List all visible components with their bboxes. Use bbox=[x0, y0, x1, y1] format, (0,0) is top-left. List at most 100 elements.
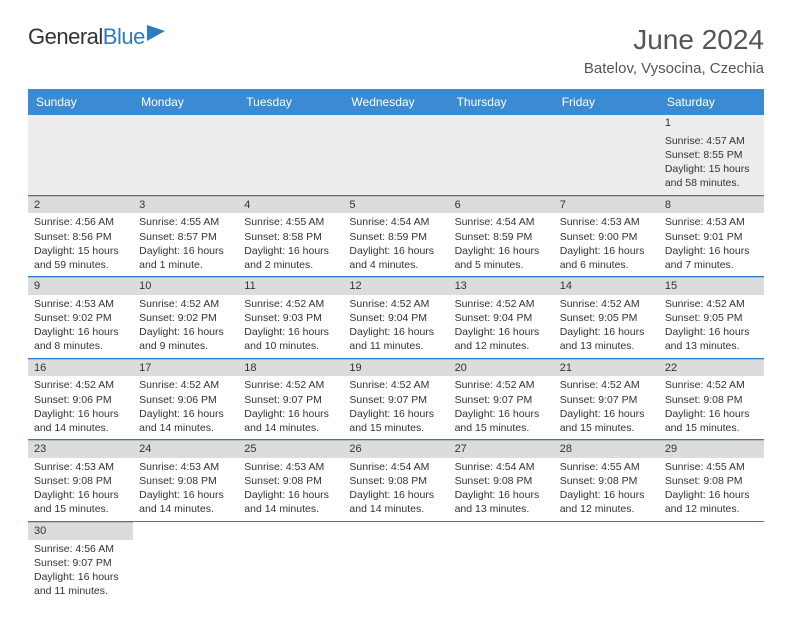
daylight-line: Daylight: 16 hours and 15 minutes. bbox=[665, 407, 758, 435]
calendar-cell bbox=[554, 521, 659, 602]
sunset-line: Sunset: 8:56 PM bbox=[34, 230, 127, 244]
sunset-line: Sunset: 9:08 PM bbox=[455, 474, 548, 488]
calendar-cell: 23Sunrise: 4:53 AMSunset: 9:08 PMDayligh… bbox=[28, 440, 133, 522]
calendar-cell bbox=[554, 115, 659, 195]
day-number: 13 bbox=[449, 277, 554, 295]
sunset-line: Sunset: 9:08 PM bbox=[139, 474, 232, 488]
sunset-line: Sunset: 9:08 PM bbox=[665, 393, 758, 407]
calendar-body: 1 Sunrise: 4:57 AMSunset: 8:55 PM Daylight… bbox=[28, 115, 764, 602]
location: Batelov, Vysocina, Czechia bbox=[584, 60, 764, 77]
sunrise-line: Sunrise: 4:55 AM bbox=[244, 215, 337, 229]
day-content: Sunrise: 4:52 AMSunset: 9:07 PMDaylight:… bbox=[554, 376, 659, 439]
calendar-row: 30Sunrise: 4:56 AMSunset: 9:07 PMDayligh… bbox=[28, 521, 764, 602]
day-content: Sunrise: 4:54 AMSunset: 9:08 PMDaylight:… bbox=[343, 458, 448, 521]
day-content: Sunrise: 4:55 AMSunset: 8:57 PMDaylight:… bbox=[133, 213, 238, 276]
calendar-cell: 1Sunrise: 4:57 AMSunset: 8:55 PMDaylight… bbox=[659, 115, 764, 195]
day-content: Sunrise: 4:52 AMSunset: 9:05 PMDaylight:… bbox=[659, 295, 764, 358]
sunrise-line: Sunrise: 4:54 AM bbox=[455, 215, 548, 229]
sunset-line: Sunset: 9:08 PM bbox=[665, 474, 758, 488]
col-saturday: Saturday bbox=[659, 89, 764, 115]
day-number: 18 bbox=[238, 359, 343, 377]
calendar-cell: 10Sunrise: 4:52 AMSunset: 9:02 PMDayligh… bbox=[133, 277, 238, 359]
day-number: 26 bbox=[343, 440, 448, 458]
title-block: June 2024 Batelov, Vysocina, Czechia bbox=[584, 24, 764, 77]
day-content: Sunrise: 4:52 AMSunset: 9:06 PMDaylight:… bbox=[28, 376, 133, 439]
sunset-line: Sunset: 9:07 PM bbox=[244, 393, 337, 407]
daylight-line: Daylight: 16 hours and 2 minutes. bbox=[244, 244, 337, 272]
calendar-page: GeneralBlue June 2024 Batelov, Vysocina,… bbox=[0, 0, 792, 626]
daylight-line: Daylight: 16 hours and 7 minutes. bbox=[665, 244, 758, 272]
header-row: Sunday Monday Tuesday Wednesday Thursday… bbox=[28, 89, 764, 115]
day-number: 10 bbox=[133, 277, 238, 295]
sunrise-line: Sunrise: 4:54 AM bbox=[455, 460, 548, 474]
col-thursday: Thursday bbox=[449, 89, 554, 115]
day-content: Sunrise: 4:54 AMSunset: 8:59 PMDaylight:… bbox=[449, 213, 554, 276]
sunset-line: Sunset: 9:07 PM bbox=[560, 393, 653, 407]
sunset-line: Sunset: 8:55 PM bbox=[665, 148, 758, 162]
day-number: 14 bbox=[554, 277, 659, 295]
daylight-line: Daylight: 16 hours and 15 minutes. bbox=[560, 407, 653, 435]
col-tuesday: Tuesday bbox=[238, 89, 343, 115]
day-number: 4 bbox=[238, 196, 343, 214]
calendar-cell: 30Sunrise: 4:56 AMSunset: 9:07 PMDayligh… bbox=[28, 521, 133, 602]
daylight-line: Daylight: 16 hours and 12 minutes. bbox=[560, 488, 653, 516]
col-wednesday: Wednesday bbox=[343, 89, 448, 115]
sunrise-line: Sunrise: 4:56 AM bbox=[34, 215, 127, 229]
calendar-cell: 22Sunrise: 4:52 AMSunset: 9:08 PMDayligh… bbox=[659, 358, 764, 440]
day-content: Sunrise: 4:54 AMSunset: 8:59 PMDaylight:… bbox=[343, 213, 448, 276]
calendar-cell: 9Sunrise: 4:53 AMSunset: 9:02 PMDaylight… bbox=[28, 277, 133, 359]
calendar-cell: 21Sunrise: 4:52 AMSunset: 9:07 PMDayligh… bbox=[554, 358, 659, 440]
calendar-cell bbox=[238, 521, 343, 602]
day-content: Sunrise: 4:52 AMSunset: 9:04 PMDaylight:… bbox=[343, 295, 448, 358]
calendar-cell: 15Sunrise: 4:52 AMSunset: 9:05 PMDayligh… bbox=[659, 277, 764, 359]
calendar-cell: 11Sunrise: 4:52 AMSunset: 9:03 PMDayligh… bbox=[238, 277, 343, 359]
day-number: 19 bbox=[343, 359, 448, 377]
sunset-line: Sunset: 9:07 PM bbox=[455, 393, 548, 407]
daylight-line: Daylight: 16 hours and 10 minutes. bbox=[244, 325, 337, 353]
sunset-line: Sunset: 8:57 PM bbox=[139, 230, 232, 244]
day-number: 30 bbox=[28, 522, 133, 540]
day-number: 7 bbox=[554, 196, 659, 214]
day-number: 22 bbox=[659, 359, 764, 377]
sunrise-line: Sunrise: 4:52 AM bbox=[349, 297, 442, 311]
calendar-cell: 29Sunrise: 4:55 AMSunset: 9:08 PMDayligh… bbox=[659, 440, 764, 522]
calendar-cell bbox=[449, 115, 554, 195]
day-content: Sunrise: 4:52 AMSunset: 9:05 PMDaylight:… bbox=[554, 295, 659, 358]
sunrise-line: Sunrise: 4:52 AM bbox=[349, 378, 442, 392]
calendar-cell: 24Sunrise: 4:53 AMSunset: 9:08 PMDayligh… bbox=[133, 440, 238, 522]
sunrise-line: Sunrise: 4:52 AM bbox=[139, 378, 232, 392]
calendar-cell: 7Sunrise: 4:53 AMSunset: 9:00 PMDaylight… bbox=[554, 195, 659, 277]
flag-icon bbox=[147, 25, 165, 41]
sunrise-line: Sunrise: 4:55 AM bbox=[560, 460, 653, 474]
sunset-line: Sunset: 9:08 PM bbox=[244, 474, 337, 488]
day-number: 1 bbox=[659, 115, 764, 132]
day-number: 3 bbox=[133, 196, 238, 214]
sunrise-line: Sunrise: 4:57 AM bbox=[665, 134, 758, 148]
sunset-line: Sunset: 9:08 PM bbox=[34, 474, 127, 488]
sunset-line: Sunset: 9:01 PM bbox=[665, 230, 758, 244]
day-number: 15 bbox=[659, 277, 764, 295]
day-number: 9 bbox=[28, 277, 133, 295]
sunset-line: Sunset: 9:00 PM bbox=[560, 230, 653, 244]
calendar-cell: 3Sunrise: 4:55 AMSunset: 8:57 PMDaylight… bbox=[133, 195, 238, 277]
calendar-cell: 20Sunrise: 4:52 AMSunset: 9:07 PMDayligh… bbox=[449, 358, 554, 440]
day-number: 5 bbox=[343, 196, 448, 214]
sunrise-line: Sunrise: 4:52 AM bbox=[665, 297, 758, 311]
calendar-cell: 6Sunrise: 4:54 AMSunset: 8:59 PMDaylight… bbox=[449, 195, 554, 277]
sunset-line: Sunset: 9:04 PM bbox=[455, 311, 548, 325]
sunrise-line: Sunrise: 4:52 AM bbox=[455, 378, 548, 392]
sunrise-line: Sunrise: 4:52 AM bbox=[244, 297, 337, 311]
daylight-line: Daylight: 16 hours and 5 minutes. bbox=[455, 244, 548, 272]
calendar-cell bbox=[133, 115, 238, 195]
day-number: 28 bbox=[554, 440, 659, 458]
day-number: 27 bbox=[449, 440, 554, 458]
sunset-line: Sunset: 9:07 PM bbox=[349, 393, 442, 407]
calendar-row: 23Sunrise: 4:53 AMSunset: 9:08 PMDayligh… bbox=[28, 440, 764, 522]
col-sunday: Sunday bbox=[28, 89, 133, 115]
day-number: 2 bbox=[28, 196, 133, 214]
sunrise-line: Sunrise: 4:54 AM bbox=[349, 215, 442, 229]
sunset-line: Sunset: 9:03 PM bbox=[244, 311, 337, 325]
day-content: Sunrise: 4:54 AMSunset: 9:08 PMDaylight:… bbox=[449, 458, 554, 521]
calendar-row: 16Sunrise: 4:52 AMSunset: 9:06 PMDayligh… bbox=[28, 358, 764, 440]
logo-text-2: Blue bbox=[103, 24, 145, 50]
